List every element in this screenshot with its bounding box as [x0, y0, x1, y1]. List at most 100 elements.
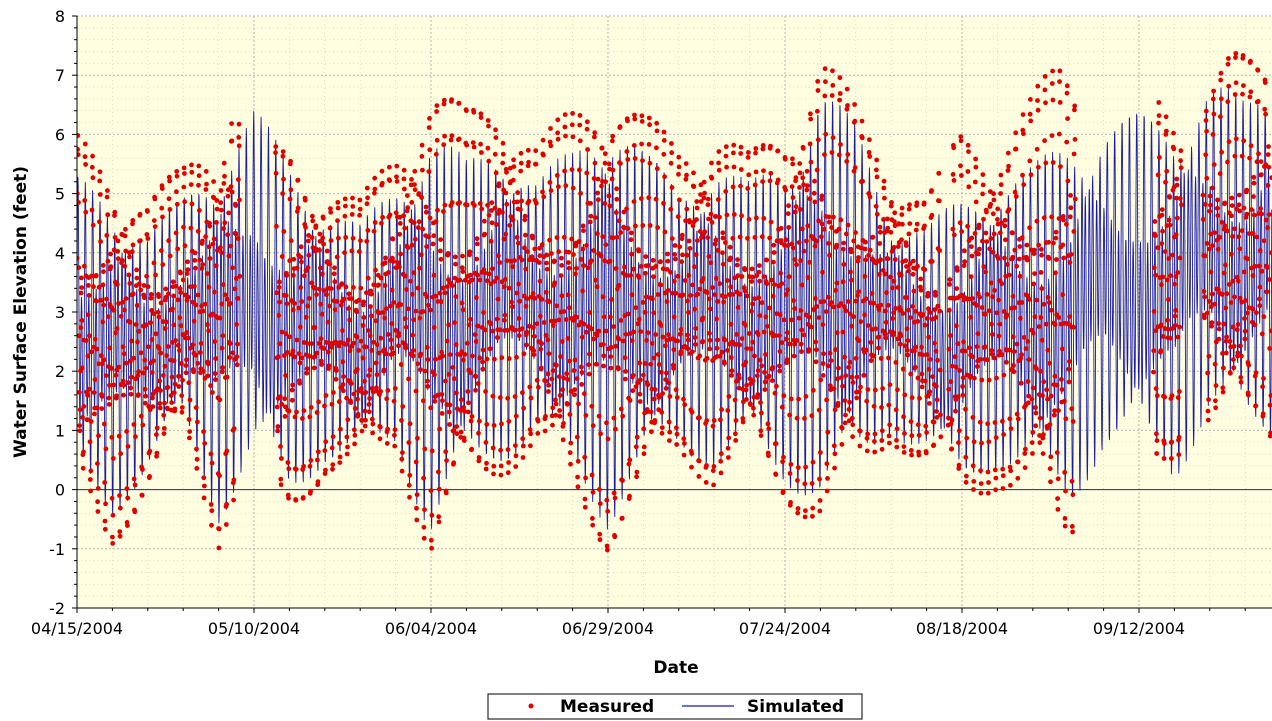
- measured-point: [639, 113, 645, 119]
- measured-point: [449, 200, 455, 205]
- measured-point: [336, 235, 341, 241]
- measured-point: [130, 291, 136, 297]
- measured-point: [236, 121, 242, 127]
- measured-point: [780, 459, 785, 465]
- measured-point: [293, 497, 299, 503]
- measured-point: [492, 205, 498, 211]
- measured-point: [175, 297, 181, 303]
- measured-point: [1161, 456, 1167, 461]
- measured-point: [542, 428, 548, 434]
- measured-point: [858, 245, 864, 251]
- measured-point: [446, 409, 452, 415]
- measured-point: [1206, 353, 1212, 359]
- measured-point: [823, 309, 829, 314]
- measured-point: [645, 330, 651, 336]
- measured-point: [149, 370, 155, 375]
- measured-point: [435, 207, 440, 213]
- measured-point: [645, 409, 650, 414]
- measured-point: [494, 222, 499, 227]
- measured-point: [673, 290, 678, 296]
- measured-point: [341, 296, 347, 302]
- measured-point: [618, 161, 623, 166]
- measured-point: [1233, 80, 1239, 86]
- measured-point: [328, 209, 334, 215]
- measured-point: [441, 101, 447, 107]
- measured-point: [438, 237, 444, 243]
- measured-point: [795, 510, 801, 516]
- measured-point: [926, 334, 932, 340]
- measured-point: [750, 301, 755, 307]
- measured-point: [628, 237, 634, 243]
- measured-point: [965, 169, 971, 174]
- measured-point: [289, 397, 295, 403]
- measured-point: [591, 248, 597, 253]
- measured-point: [846, 299, 851, 304]
- x-tick-label: 05/10/2004: [208, 619, 300, 638]
- measured-point: [109, 495, 115, 501]
- measured-point: [279, 254, 285, 259]
- measured-point: [716, 167, 722, 173]
- measured-point: [503, 190, 509, 196]
- measured-point: [843, 412, 848, 418]
- measured-point: [1236, 278, 1241, 284]
- measured-point: [646, 142, 652, 147]
- measured-point: [835, 376, 840, 382]
- measured-point: [870, 234, 876, 240]
- measured-point: [1233, 51, 1239, 56]
- measured-point: [687, 293, 693, 298]
- measured-point: [541, 194, 547, 200]
- measured-point: [1252, 263, 1257, 269]
- measured-point: [935, 357, 940, 363]
- measured-point: [797, 170, 803, 176]
- measured-point: [182, 199, 188, 205]
- measured-point: [1154, 451, 1160, 456]
- measured-point: [491, 423, 497, 428]
- measured-point: [115, 238, 121, 244]
- measured-point: [361, 299, 367, 305]
- measured-point: [1200, 192, 1206, 198]
- measured-point: [752, 235, 758, 240]
- measured-point: [212, 339, 218, 344]
- measured-point: [121, 382, 127, 388]
- measured-point: [342, 213, 348, 219]
- measured-point: [157, 378, 163, 384]
- measured-point: [81, 404, 87, 409]
- measured-point: [738, 183, 743, 189]
- measured-point: [695, 291, 701, 297]
- measured-point: [510, 217, 516, 223]
- measured-point: [720, 235, 726, 241]
- measured-point: [1268, 393, 1272, 398]
- measured-point: [652, 418, 658, 423]
- measured-point: [714, 345, 720, 351]
- measured-point: [674, 425, 679, 431]
- measured-point: [506, 419, 512, 424]
- measured-point: [740, 386, 745, 392]
- measured-point: [882, 271, 888, 277]
- measured-point: [992, 355, 998, 361]
- measured-point: [618, 230, 624, 235]
- measured-point: [533, 161, 539, 167]
- measured-point: [392, 427, 398, 433]
- measured-point: [877, 224, 883, 230]
- measured-point: [799, 282, 805, 288]
- measured-point: [1064, 221, 1069, 227]
- measured-point: [1010, 334, 1016, 340]
- measured-point: [849, 277, 854, 283]
- measured-point: [467, 249, 473, 255]
- measured-point: [397, 221, 403, 226]
- measured-point: [358, 238, 363, 244]
- measured-point: [556, 317, 562, 323]
- measured-point: [704, 355, 710, 361]
- measured-point: [388, 337, 394, 343]
- measured-point: [1045, 396, 1050, 402]
- measured-point: [442, 133, 447, 139]
- measured-point: [677, 331, 683, 337]
- measured-point: [195, 419, 200, 425]
- measured-point: [407, 494, 412, 500]
- measured-point: [930, 374, 936, 380]
- measured-point: [686, 273, 692, 278]
- measured-point: [901, 444, 907, 449]
- measured-point: [742, 288, 748, 294]
- measured-point: [1155, 245, 1161, 251]
- measured-point: [798, 308, 804, 313]
